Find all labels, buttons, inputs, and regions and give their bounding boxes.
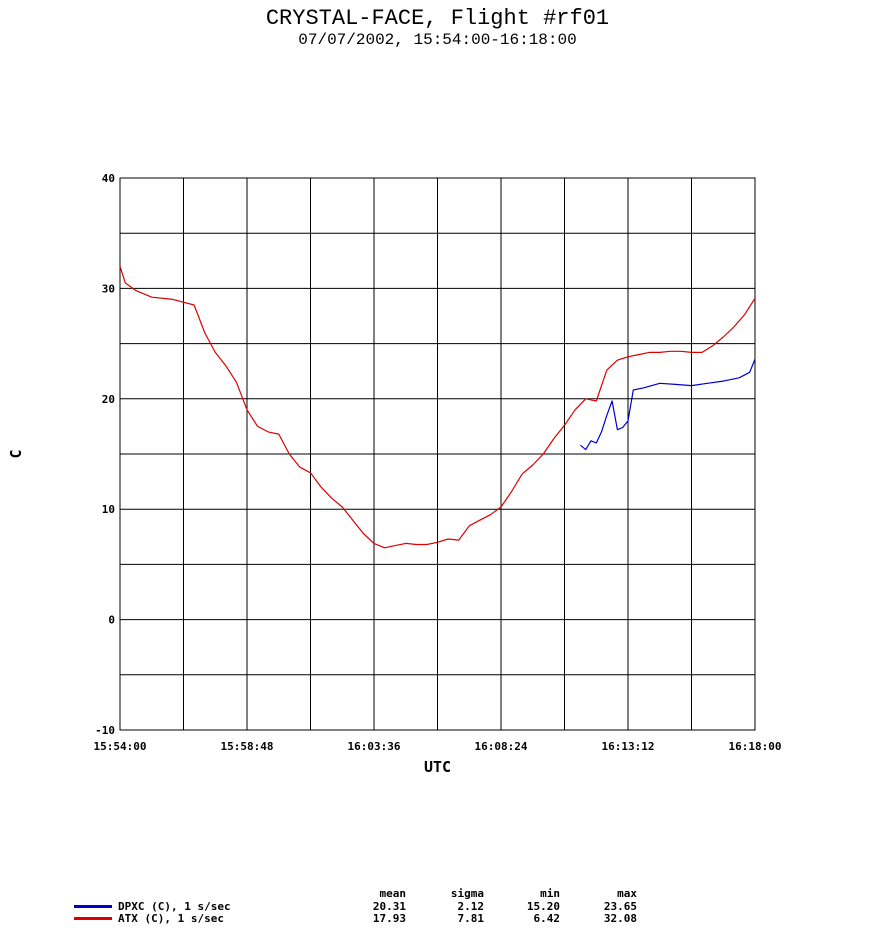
legend-swatch-atx xyxy=(74,917,112,920)
x-tick-label: 15:58:48 xyxy=(221,740,274,753)
chart-title: CRYSTAL-FACE, Flight #rf01 xyxy=(265,6,610,31)
legend-label-atx: ATX (C), 1 s/sec xyxy=(118,912,224,925)
chart-subtitle: 07/07/2002, 15:54:00-16:18:00 xyxy=(298,31,577,49)
y-tick-label: 10 xyxy=(102,503,115,516)
y-axis-label: C xyxy=(7,449,25,458)
stat-dpxc-sigma: 2.12 xyxy=(457,900,485,913)
stat-atx-mean: 17.93 xyxy=(372,912,406,925)
y-tick-label: -10 xyxy=(95,724,115,737)
y-tick-label: 0 xyxy=(108,614,115,627)
stats-header-max: max xyxy=(617,887,637,900)
series-line-atx xyxy=(119,266,756,549)
x-tick-label: 16:08:24 xyxy=(475,740,528,753)
y-tick-label: 40 xyxy=(102,172,115,185)
x-tick-label: 16:03:36 xyxy=(348,740,401,753)
stat-atx-sigma: 7.81 xyxy=(457,912,485,925)
stat-atx-max: 32.08 xyxy=(603,912,637,925)
legend-swatch-dpxc xyxy=(74,905,112,908)
stat-dpxc-mean: 20.31 xyxy=(372,900,406,913)
stat-dpxc-min: 15.20 xyxy=(526,900,560,913)
x-tick-label: 16:13:12 xyxy=(602,740,655,753)
y-tick-label: 30 xyxy=(102,282,115,295)
stat-atx-min: 6.42 xyxy=(533,912,561,925)
stats-header-sigma: sigma xyxy=(450,887,484,900)
x-tick-label: 16:18:00 xyxy=(729,740,782,753)
y-tick-label: 20 xyxy=(102,393,115,406)
x-tick-label: 15:54:00 xyxy=(94,740,147,753)
series-line-dpxc xyxy=(580,358,756,451)
stats-header-min: min xyxy=(540,887,560,900)
stats-header-mean: mean xyxy=(379,887,407,900)
x-axis-label: UTC xyxy=(424,758,451,776)
stat-dpxc-max: 23.65 xyxy=(603,900,637,913)
legend-label-dpxc: DPXC (C), 1 s/sec xyxy=(118,900,231,913)
